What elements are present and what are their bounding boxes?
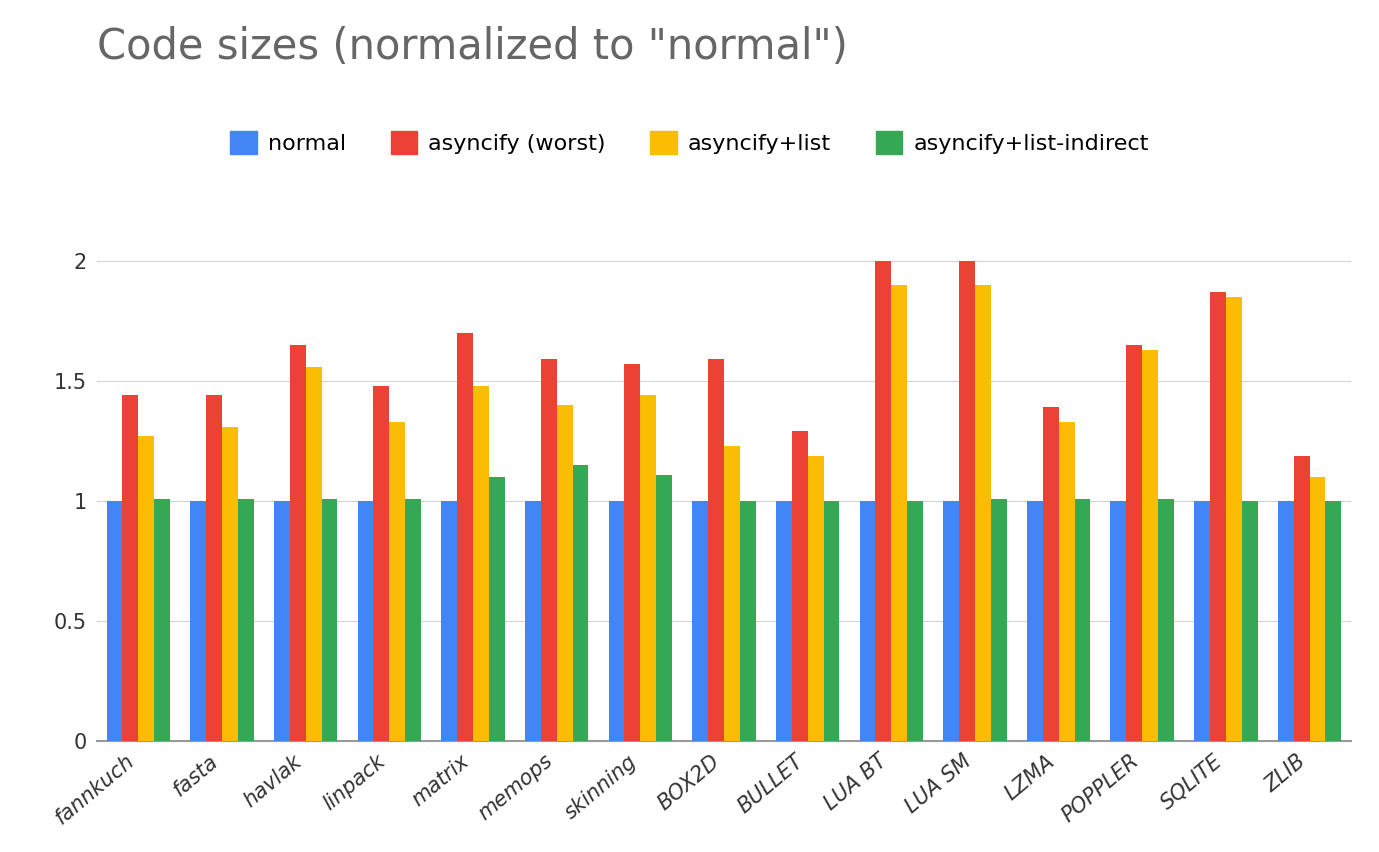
Bar <box>1226 297 1242 741</box>
Bar <box>823 501 840 741</box>
Bar <box>1242 501 1258 741</box>
Bar <box>222 427 239 741</box>
Bar <box>608 501 625 741</box>
Bar <box>1158 498 1174 741</box>
Text: Code sizes (normalized to "normal"): Code sizes (normalized to "normal") <box>97 26 848 67</box>
Bar <box>106 501 123 741</box>
Bar <box>239 498 254 741</box>
Bar <box>707 360 724 741</box>
Bar <box>374 386 389 741</box>
Bar <box>975 285 992 741</box>
Bar <box>907 501 923 741</box>
Bar <box>1074 498 1091 741</box>
Bar <box>724 446 741 741</box>
Bar <box>958 261 975 741</box>
Bar <box>876 261 891 741</box>
Bar <box>656 475 672 741</box>
Bar <box>123 395 138 741</box>
Bar <box>1209 292 1226 741</box>
Bar <box>405 498 421 741</box>
Bar <box>274 501 290 741</box>
Bar <box>138 436 154 741</box>
Bar <box>205 395 222 741</box>
Bar <box>891 285 907 741</box>
Bar <box>1127 345 1142 741</box>
Bar <box>1194 501 1209 741</box>
Bar <box>1294 456 1310 741</box>
Bar <box>321 498 338 741</box>
Bar <box>357 501 374 741</box>
Bar <box>1278 501 1294 741</box>
Bar <box>557 405 572 741</box>
Bar <box>692 501 707 741</box>
Legend: normal, asyncify (worst), asyncify+list, asyncify+list-indirect: normal, asyncify (worst), asyncify+list,… <box>221 122 1158 163</box>
Bar <box>943 501 958 741</box>
Bar <box>306 366 321 741</box>
Bar <box>154 498 170 741</box>
Bar <box>456 333 473 741</box>
Bar <box>625 365 640 741</box>
Bar <box>992 498 1007 741</box>
Bar <box>490 477 505 741</box>
Bar <box>1110 501 1127 741</box>
Bar <box>389 422 405 741</box>
Bar <box>1059 422 1074 741</box>
Bar <box>859 501 876 741</box>
Bar <box>1325 501 1342 741</box>
Bar <box>792 431 808 741</box>
Bar <box>808 456 823 741</box>
Bar <box>1043 407 1059 741</box>
Bar <box>572 465 589 741</box>
Bar <box>190 501 205 741</box>
Bar <box>290 345 306 741</box>
Bar <box>1027 501 1043 741</box>
Bar <box>473 386 490 741</box>
Bar <box>776 501 792 741</box>
Bar <box>441 501 456 741</box>
Bar <box>1142 350 1158 741</box>
Bar <box>1310 477 1325 741</box>
Bar <box>525 501 541 741</box>
Bar <box>640 395 656 741</box>
Bar <box>741 501 756 741</box>
Bar <box>541 360 557 741</box>
